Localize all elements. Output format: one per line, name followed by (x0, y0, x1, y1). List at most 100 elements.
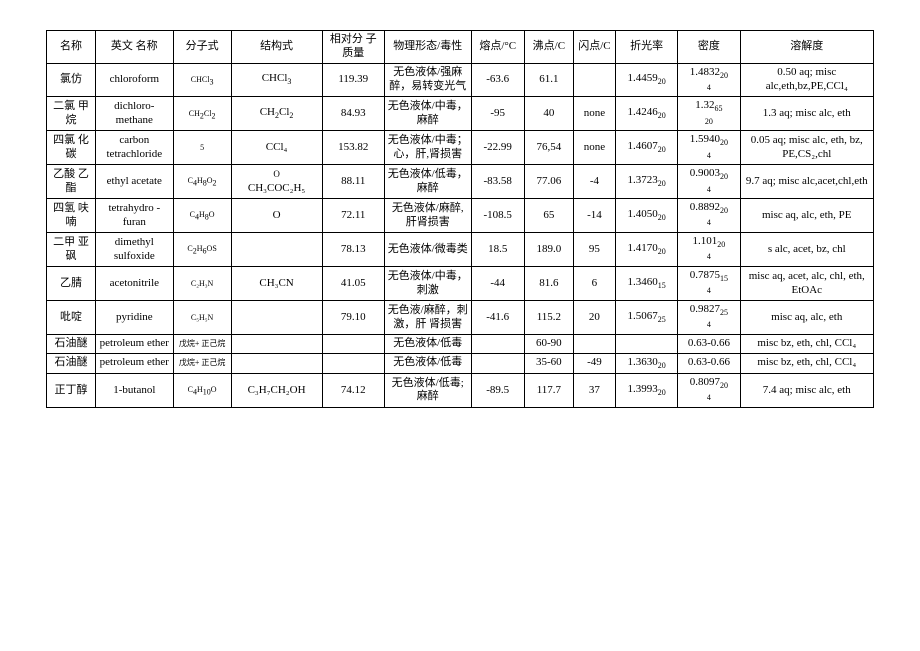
cell: 65 (524, 199, 573, 233)
cell: 1.326520 (678, 97, 740, 131)
cell: 无色液体/中毒，刺激 (384, 267, 471, 301)
cell: 95 (573, 233, 615, 267)
cell: carbon tetrachloride (95, 131, 173, 165)
cell: petroleum ether (95, 335, 173, 354)
cell: tetrahydro - furan (95, 199, 173, 233)
cell: 石油醚 (47, 353, 96, 373)
cell: 117.7 (524, 373, 573, 407)
col-bp: 沸点/C (524, 31, 573, 64)
cell: 氯仿 (47, 63, 96, 97)
cell: 1.3 aq; misc alc, eth (740, 97, 873, 131)
cell: -108.5 (471, 199, 524, 233)
cell: misc bz, eth, chl, CCl₄ (740, 335, 873, 354)
cell (322, 353, 384, 373)
cell: C₅H₅N (173, 301, 231, 335)
cell: 无色液体/低毒;麻醉 (384, 373, 471, 407)
col-ri: 折光率 (616, 31, 678, 64)
cell: 无色液体/麻醉,肝肾损害 (384, 199, 471, 233)
cell: 153.82 (322, 131, 384, 165)
cell: -63.6 (471, 63, 524, 97)
solvent-properties-table: 名称 英文 名称 分子式 结构式 相对分 子质量 物理形态/毒性 熔点/°C 沸… (46, 30, 874, 408)
col-physical: 物理形态/毒性 (384, 31, 471, 64)
cell: 戊烷+ 正己烷 (173, 335, 231, 354)
cell (231, 301, 322, 335)
cell: 1.363020 (616, 353, 678, 373)
cell: s alc, acet, bz, chl (740, 233, 873, 267)
cell: 76,54 (524, 131, 573, 165)
cell: misc bz, eth, chl, CCl₄ (740, 353, 873, 373)
table-row: 四氯 化碳carbon tetrachloride5CCl₄153.82无色液体… (47, 131, 874, 165)
cell: 无色液体/低毒，麻醉 (384, 165, 471, 199)
cell: 5 (173, 131, 231, 165)
table-row: 石油醚petroleum ether戊烷+ 正己烷无色液体/低毒35-60-49… (47, 353, 874, 373)
cell: CHCl3 (173, 63, 231, 97)
cell: 1.417020 (616, 233, 678, 267)
cell: 0.50 aq; misc alc,eth,bz,PE,CCl₄ (740, 63, 873, 97)
cell: 20 (573, 301, 615, 335)
cell: 88.11 (322, 165, 384, 199)
table-body: 氯仿chloroformCHCl3CHCl3119.39无色液体/强麻醉，易转变… (47, 63, 874, 407)
cell (573, 335, 615, 354)
cell: 6 (573, 267, 615, 301)
cell: 78.13 (322, 233, 384, 267)
table-row: 二甲 亚砜dimethyl sulfoxideC2H6OS 78.13无色液体/微… (47, 233, 874, 267)
cell: C2H6OS (173, 233, 231, 267)
cell: 37 (573, 373, 615, 407)
cell: none (573, 131, 615, 165)
cell: 7.4 aq; misc alc, eth (740, 373, 873, 407)
cell: 0.63-0.66 (678, 353, 740, 373)
cell: -89.5 (471, 373, 524, 407)
cell: 二氯 甲烷 (47, 97, 96, 131)
col-solubility: 溶解度 (740, 31, 873, 64)
cell: acetonitrile (95, 267, 173, 301)
cell: 1.405020 (616, 199, 678, 233)
cell: 189.0 (524, 233, 573, 267)
cell: -44 (471, 267, 524, 301)
col-formula: 分子式 (173, 31, 231, 64)
cell: ethyl acetate (95, 165, 173, 199)
cell: 无色液体/中毒，麻醉 (384, 97, 471, 131)
cell: C4H8O (173, 199, 231, 233)
cell: 1.460720 (616, 131, 678, 165)
table-row: 二氯 甲烷dichloro-methaneCH2Cl2CH2Cl284.93无色… (47, 97, 874, 131)
cell: dimethyl sulfoxide (95, 233, 173, 267)
table-row: 四氢 呋喃tetrahydro - furanC4H8OO72.11无色液体/麻… (47, 199, 874, 233)
cell: 正丁醇 (47, 373, 96, 407)
cell: 77.06 (524, 165, 573, 199)
cell: misc aq, acet, alc, chl, eth, EtOAc (740, 267, 873, 301)
cell: 二甲 亚砜 (47, 233, 96, 267)
cell (322, 335, 384, 354)
cell: 1.346015 (616, 267, 678, 301)
cell: -4 (573, 165, 615, 199)
table-row: 吡啶pyridineC₅H₅N79.10无色液/麻醉，刺激，肝 肾损害-41.6… (47, 301, 874, 335)
cell: C4H10O (173, 373, 231, 407)
table-row: 氯仿chloroformCHCl3CHCl3119.39无色液体/强麻醉，易转变… (47, 63, 874, 97)
cell: 60-90 (524, 335, 573, 354)
cell (471, 353, 524, 373)
cell: 吡啶 (47, 301, 96, 335)
cell: 0.8097204 (678, 373, 740, 407)
cell: petroleum ether (95, 353, 173, 373)
cell: C₂H₃N (173, 267, 231, 301)
cell: 1.4832204 (678, 63, 740, 97)
cell: misc aq, alc, eth, PE (740, 199, 873, 233)
cell: 0.9003204 (678, 165, 740, 199)
cell: 无色液体/低毒 (384, 335, 471, 354)
cell: -41.6 (471, 301, 524, 335)
cell (471, 335, 524, 354)
cell: chloroform (95, 63, 173, 97)
cell: none (573, 97, 615, 131)
cell (231, 335, 322, 354)
cell: 四氯 化碳 (47, 131, 96, 165)
cell: CCl₄ (231, 131, 322, 165)
table-row: 正丁醇1-butanolC4H10OC₃H₇CH₂OH74.12无色液体/低毒;… (47, 373, 874, 407)
cell: CH₃CN (231, 267, 322, 301)
col-fp: 闪点/C (573, 31, 615, 64)
cell: -22.99 (471, 131, 524, 165)
cell: 无色液体/微毒类 (384, 233, 471, 267)
cell: 0.7875154 (678, 267, 740, 301)
cell: 0.05 aq; misc alc, eth, bz, PE,CS₂,chl (740, 131, 873, 165)
cell: 无色液体/低毒 (384, 353, 471, 373)
cell: OCH₃COC₂H₅ (231, 165, 322, 199)
table-row: 乙腈acetonitrileC₂H₃NCH₃CN41.05无色液体/中毒，刺激-… (47, 267, 874, 301)
